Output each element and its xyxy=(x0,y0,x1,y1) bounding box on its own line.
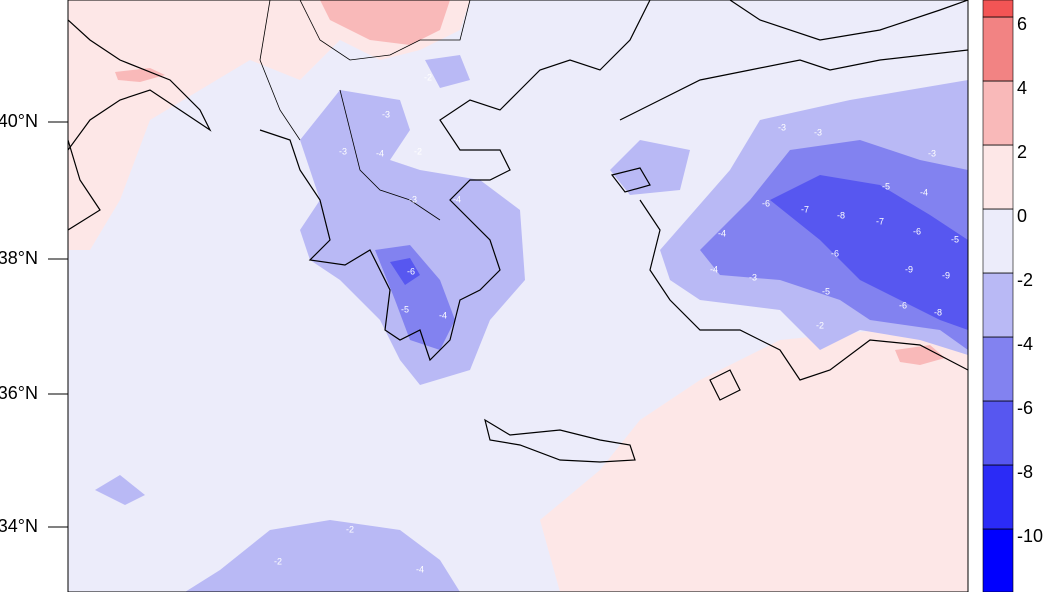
contour-label: -2 xyxy=(346,524,354,534)
contour-label: -3 xyxy=(928,148,936,158)
contour-label: -6 xyxy=(762,198,770,208)
contour-label: -6 xyxy=(831,248,839,258)
colorbar-label: -6 xyxy=(1017,398,1033,418)
colorbar: -10 -8 -6 -4 -2 0 2 4 6 xyxy=(982,0,1043,592)
lat-label: 34°N xyxy=(0,516,38,536)
contour-label: -5 xyxy=(822,286,830,296)
border xyxy=(339,89,441,221)
map-area xyxy=(68,0,968,592)
contour-label: -5 xyxy=(951,234,959,244)
contour-label: -3 xyxy=(409,194,417,204)
shade xyxy=(68,0,340,250)
coastline xyxy=(610,167,651,193)
contour-label: -2 xyxy=(274,556,282,566)
contour-label: -6 xyxy=(899,300,907,310)
contour-label: -2 xyxy=(816,320,824,330)
colorbar-segment xyxy=(982,80,1014,146)
colorbar-segment xyxy=(982,528,1014,592)
colorbar-label: 0 xyxy=(1017,206,1027,226)
contour-label: -7 xyxy=(876,216,884,226)
colorbar-label: -4 xyxy=(1017,334,1033,354)
coastline xyxy=(619,49,968,121)
contour-label: -3 xyxy=(814,127,822,137)
coastline xyxy=(484,418,636,463)
contour-label: -4 xyxy=(710,264,718,274)
coastline xyxy=(639,199,968,381)
shade xyxy=(895,345,945,365)
lat-label: 36°N xyxy=(0,383,38,403)
colorbar-label: 6 xyxy=(1017,14,1027,34)
colorbar-segment xyxy=(982,144,1014,210)
shade xyxy=(390,258,420,285)
shade xyxy=(540,330,968,592)
contour-label: -4 xyxy=(453,194,461,204)
contour-labels: -2 -3 -3 -4 -2 -3 -4 -5 -4 -6 -7 -8 -7 -6 -5 -4 -6 -9 -9 -8… xyxy=(274,72,959,574)
colorbar-segment xyxy=(982,208,1014,274)
shade xyxy=(115,68,165,82)
shade xyxy=(95,475,145,505)
contour-label: -3 xyxy=(382,109,390,119)
coastline xyxy=(709,369,741,401)
lat-label: 38°N xyxy=(0,248,38,268)
contour-label: -3 xyxy=(749,272,757,282)
contour-label: -4 xyxy=(376,148,384,158)
shade xyxy=(425,55,470,88)
colorbar-label: -8 xyxy=(1017,462,1033,482)
coastline xyxy=(259,0,651,362)
coastline xyxy=(729,0,968,41)
lat-axis: 40°N 38°N 36°N 34°N xyxy=(0,111,68,536)
colorbar-segment xyxy=(982,0,1014,18)
contour-label: -9 xyxy=(942,270,950,280)
lat-label: 40°N xyxy=(0,111,38,131)
shade xyxy=(770,175,968,330)
map-frame xyxy=(67,0,969,592)
contour-label: -4 xyxy=(439,310,447,320)
contour-label: -8 xyxy=(837,210,845,220)
shade xyxy=(320,0,450,45)
shade xyxy=(185,520,460,592)
colorbar-segment xyxy=(982,336,1014,402)
coastline xyxy=(68,19,212,151)
shade xyxy=(610,140,690,195)
colorbar-segment xyxy=(982,400,1014,466)
contour-label: -8 xyxy=(934,307,942,317)
colorbar-segment xyxy=(982,272,1014,338)
contour-label: -4 xyxy=(718,228,726,238)
colorbar-label: -10 xyxy=(1017,526,1043,546)
border xyxy=(259,0,301,141)
contour-label: -5 xyxy=(882,181,890,191)
contour-label: -2 xyxy=(424,72,432,82)
contour-label: -2 xyxy=(414,146,422,156)
colorbar-label: 2 xyxy=(1017,142,1027,162)
shade xyxy=(375,245,455,350)
contour-label: -4 xyxy=(920,187,928,197)
contour-label: -6 xyxy=(913,226,921,236)
colorbar-segment xyxy=(982,16,1014,82)
contour-label: -7 xyxy=(801,204,809,214)
border xyxy=(299,0,471,61)
colorbar-label: 4 xyxy=(1017,78,1027,98)
shade xyxy=(300,90,525,385)
colorbar-label: -2 xyxy=(1017,270,1033,290)
contour-label: -3 xyxy=(778,122,786,132)
colorbar-segment xyxy=(982,464,1014,530)
contour-label: -9 xyxy=(905,264,913,274)
contour-label: -5 xyxy=(401,304,409,314)
contour-label: -4 xyxy=(416,564,424,574)
contour-label: -3 xyxy=(339,146,347,156)
contour-label: -6 xyxy=(407,266,415,276)
coastline xyxy=(68,139,101,231)
